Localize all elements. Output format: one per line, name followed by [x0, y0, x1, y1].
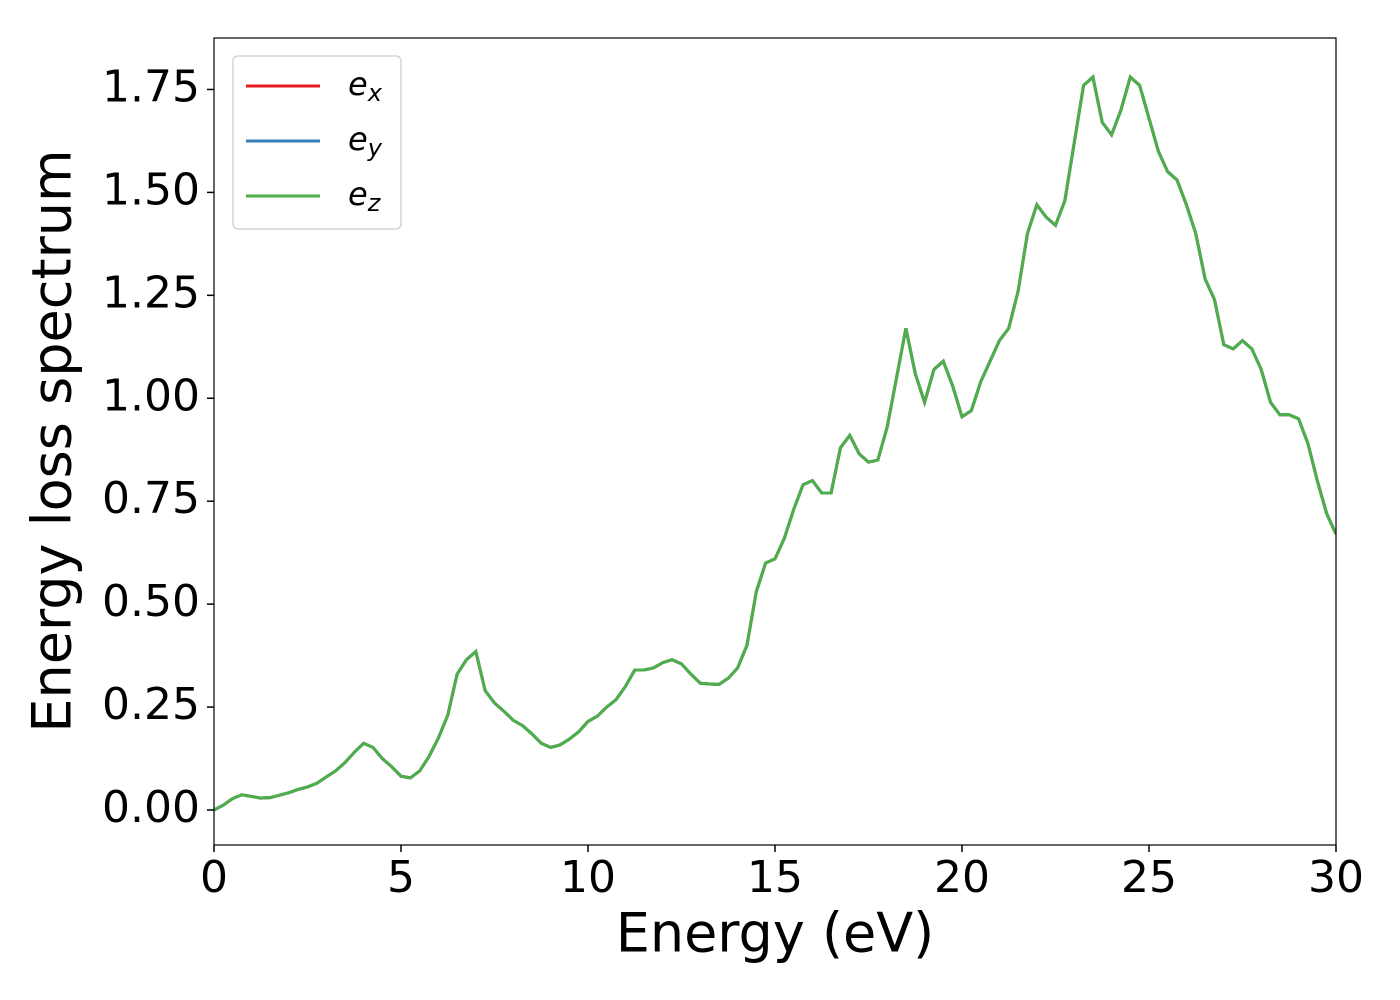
legend-label: ey [348, 120, 383, 162]
series-line [214, 74, 1336, 812]
y-tick-label: 1.50 [102, 164, 200, 215]
y-axis-label: Energy loss spectrum [21, 149, 84, 732]
x-axis-label: Energy (eV) [616, 902, 935, 965]
x-tick-label: 5 [387, 852, 415, 903]
plot-frame [213, 37, 1337, 846]
y-tick-label: 0.25 [102, 679, 200, 730]
y-tick-label: 0.00 [102, 782, 200, 833]
x-tick-label: 10 [560, 852, 616, 903]
x-tick-label: 20 [934, 852, 990, 903]
x-tick-label: 0 [200, 852, 228, 903]
y-tick-label: 1.25 [102, 267, 200, 318]
y-tick-label: 1.00 [102, 370, 200, 421]
legend-label: ex [348, 65, 383, 107]
y-tick-label: 1.75 [102, 61, 200, 112]
x-tick-label: 15 [747, 852, 803, 903]
x-tick-label: 30 [1308, 852, 1364, 903]
x-tick-label: 25 [1121, 852, 1177, 903]
y-tick-label: 0.50 [102, 576, 200, 627]
legend-label: ez [348, 175, 382, 217]
y-tick-label: 0.75 [102, 473, 200, 524]
